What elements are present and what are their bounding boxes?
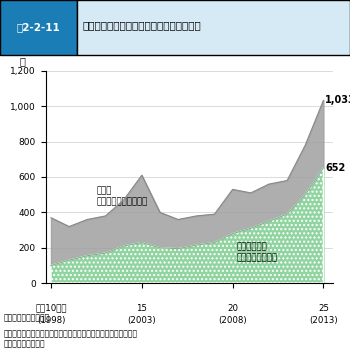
Text: 経年的な劣化
及び局部的な劣化: 経年的な劣化 及び局部的な劣化: [236, 242, 277, 262]
FancyBboxPatch shape: [77, 0, 350, 55]
Text: 平成10年度: 平成10年度: [35, 304, 67, 313]
FancyBboxPatch shape: [0, 0, 77, 55]
Text: (2003): (2003): [127, 316, 156, 325]
Text: 資料：農林水産省調べ: 資料：農林水産省調べ: [4, 313, 50, 322]
Text: 1,033: 1,033: [325, 95, 350, 105]
Text: 農業水利施設における突発事故の発生状況: 農業水利施設における突発事故の発生状況: [82, 20, 201, 30]
Text: 20: 20: [227, 304, 238, 313]
Text: (2013): (2013): [309, 316, 338, 325]
Text: 15: 15: [136, 304, 147, 313]
Text: (2008): (2008): [218, 316, 247, 325]
Text: 図2-2-11: 図2-2-11: [17, 22, 60, 33]
Text: 652: 652: [325, 163, 345, 173]
Text: 25: 25: [318, 304, 329, 313]
Text: 件: 件: [20, 57, 26, 67]
Text: 注：施設の管理者（国、都道府県、市町村、土地改良区等）に対
　する聆き取り調査: 注：施設の管理者（国、都道府県、市町村、土地改良区等）に対 する聆き取り調査: [4, 329, 138, 349]
Text: (1998): (1998): [37, 316, 65, 325]
Text: その他
（降雨、地盤沈下等）: その他 （降雨、地盤沈下等）: [96, 187, 148, 206]
